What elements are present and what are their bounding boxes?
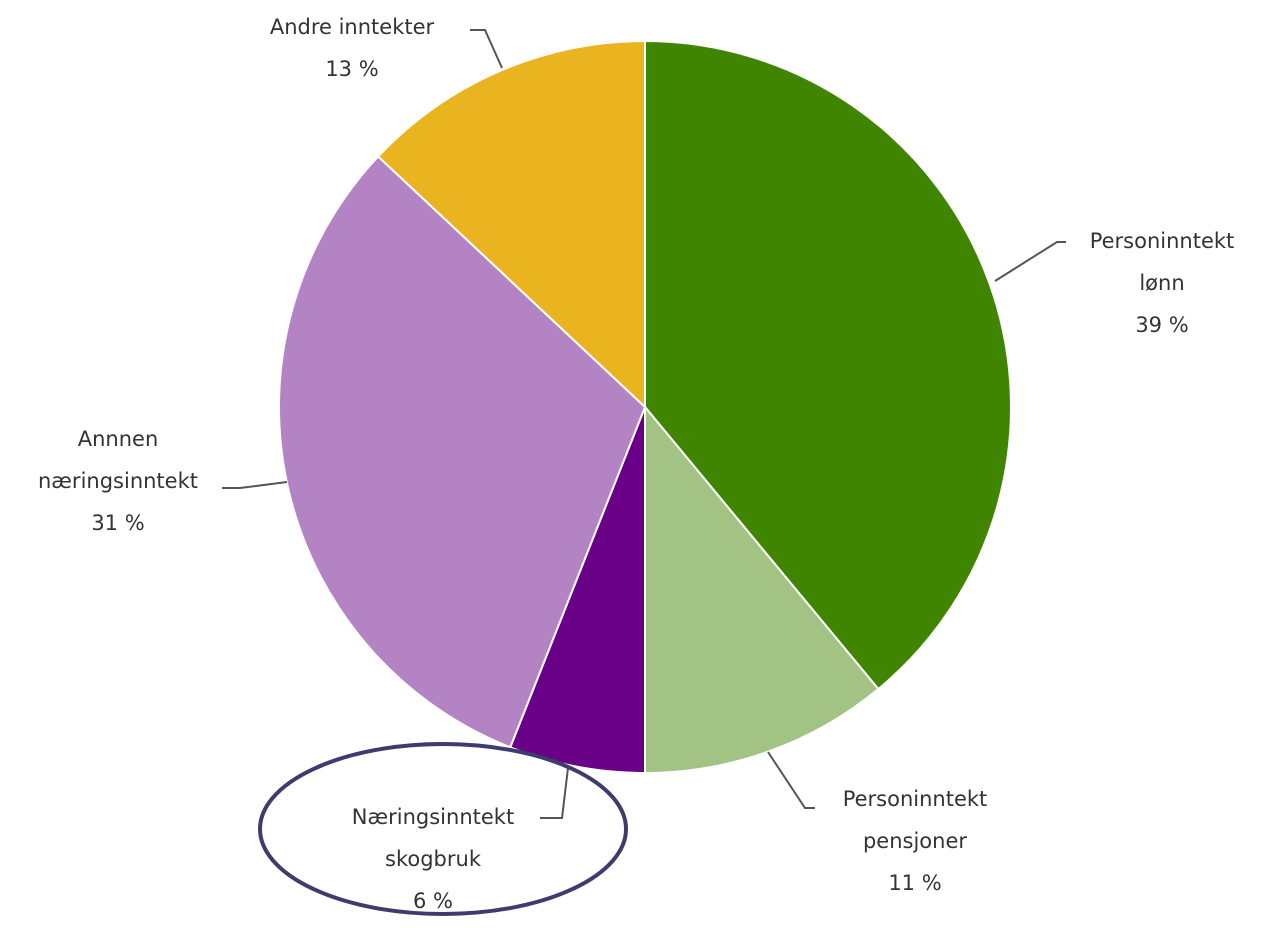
slice-name-label: næringsinntekt (38, 469, 198, 493)
slice-name-label: pensjoner (863, 829, 967, 853)
slice-name-label: lønn (1139, 271, 1184, 295)
slice-name-label: Næringsinntekt (352, 805, 514, 829)
pie-slices (278, 39, 1012, 775)
pie-slice[interactable] (278, 155, 647, 749)
slice-name-label: Personinntekt (1090, 229, 1235, 253)
highlight-ellipse (258, 742, 628, 916)
pie-slice[interactable] (644, 39, 1012, 691)
slice-value-label: 11 % (888, 871, 941, 895)
slice-labels: Personinntekt lønn 39 % Personinntekt pensjo… (38, 15, 1234, 913)
slice-name-label: Personinntekt (843, 787, 988, 811)
label-leader-line (994, 241, 1066, 282)
label-leader-line (222, 481, 288, 489)
label-leader-line (767, 751, 815, 809)
slice-name-label: Andre inntekter (270, 15, 435, 39)
label-leader-line (470, 29, 503, 69)
slice-value-label: 39 % (1135, 313, 1188, 337)
slice-value-label: 13 % (325, 57, 378, 81)
pie-slice[interactable] (376, 39, 646, 410)
slice-name-label: Annnen (78, 427, 159, 451)
slice-value-label: 31 % (91, 511, 144, 535)
label-leader-line (540, 767, 569, 819)
pie-slice[interactable] (508, 406, 646, 775)
slice-name-label: skogbruk (385, 847, 482, 871)
pie-slice[interactable] (644, 404, 880, 775)
slice-value-label: 6 % (413, 889, 453, 913)
